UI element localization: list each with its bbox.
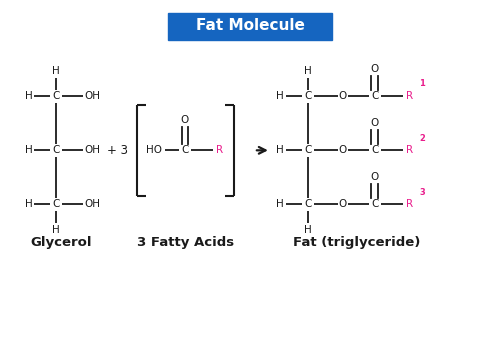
Text: H: H xyxy=(52,66,60,76)
Text: C: C xyxy=(181,145,188,155)
Text: HO: HO xyxy=(146,145,162,155)
Text: OH: OH xyxy=(85,91,101,101)
Text: O: O xyxy=(339,200,347,209)
Text: C: C xyxy=(371,91,378,101)
Text: R: R xyxy=(406,200,413,209)
Text: H: H xyxy=(24,200,32,209)
Text: C: C xyxy=(52,91,60,101)
Text: 3 Fatty Acids: 3 Fatty Acids xyxy=(137,236,234,249)
Text: O: O xyxy=(370,118,378,128)
Text: C: C xyxy=(52,200,60,209)
Text: C: C xyxy=(371,200,378,209)
Text: H: H xyxy=(276,91,283,101)
Text: O: O xyxy=(370,172,378,182)
Text: H: H xyxy=(276,145,283,155)
Text: R: R xyxy=(406,145,413,155)
Text: H: H xyxy=(24,91,32,101)
Text: C: C xyxy=(304,200,312,209)
Text: Fat (triglyceride): Fat (triglyceride) xyxy=(292,236,420,249)
FancyBboxPatch shape xyxy=(168,13,332,40)
Text: R: R xyxy=(406,91,413,101)
Text: 1: 1 xyxy=(419,80,425,88)
Text: C: C xyxy=(304,91,312,101)
Text: H: H xyxy=(52,225,60,235)
Text: 3: 3 xyxy=(419,188,425,197)
Text: C: C xyxy=(371,145,378,155)
Text: H: H xyxy=(304,66,312,76)
Text: OH: OH xyxy=(85,145,101,155)
Text: H: H xyxy=(276,200,283,209)
Text: O: O xyxy=(180,115,189,125)
Text: H: H xyxy=(304,225,312,235)
Text: OH: OH xyxy=(85,200,101,209)
Text: R: R xyxy=(216,145,223,155)
Text: + 3: + 3 xyxy=(107,144,128,157)
Text: O: O xyxy=(339,91,347,101)
Text: O: O xyxy=(370,64,378,74)
Text: 2: 2 xyxy=(419,134,425,142)
Text: C: C xyxy=(52,145,60,155)
Text: Fat Molecule: Fat Molecule xyxy=(196,18,304,33)
Text: H: H xyxy=(24,145,32,155)
Text: O: O xyxy=(339,145,347,155)
Text: Glycerol: Glycerol xyxy=(30,236,92,249)
Text: C: C xyxy=(304,145,312,155)
